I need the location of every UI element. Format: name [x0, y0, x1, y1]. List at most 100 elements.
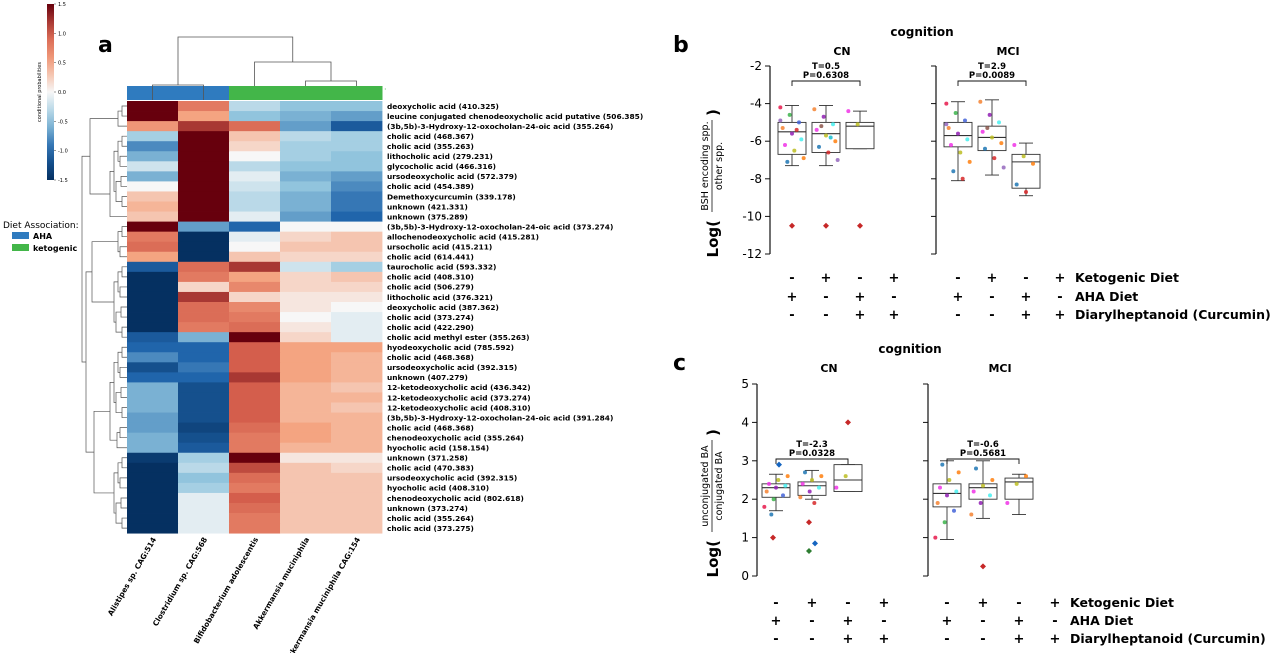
heatmap-cell: [127, 231, 179, 243]
panel-label-c: c: [673, 351, 686, 376]
heatmap-cell: [331, 412, 383, 423]
row-dendrogram-branch: [120, 176, 127, 187]
heatmap-row-label: (3b,5b)-3-Hydroxy-12-oxocholan-24-oic ac…: [387, 413, 613, 422]
y-tick-label: 3: [741, 454, 749, 468]
heatmap-cell: [280, 271, 332, 283]
data-point: [974, 466, 978, 471]
heatmap-cell: [178, 201, 230, 212]
factor-symbol: -: [980, 614, 985, 629]
factor-symbol: +: [1050, 596, 1061, 611]
data-point: [965, 137, 970, 142]
data-point: [1031, 161, 1035, 166]
data-point: [1024, 189, 1028, 194]
heatmap-cell: [280, 201, 332, 212]
data-point: [807, 489, 812, 494]
factor-symbol: -: [773, 596, 778, 611]
row-dendrogram-branch: [85, 271, 94, 453]
heatmap-cell: [280, 241, 332, 253]
factor-symbol: -: [823, 308, 828, 323]
data-point: [834, 485, 839, 490]
data-point: [967, 159, 972, 164]
legend-label: AHA: [33, 232, 53, 241]
factor-label: Diarylheptanoid (Curcumin): [1070, 631, 1266, 646]
colorbar-tick-label: 0.0: [58, 90, 66, 96]
heatmap-cell: [229, 322, 281, 333]
heatmap-cell: [280, 422, 332, 434]
heatmap-cell: [280, 352, 332, 363]
heatmap-cell: [331, 402, 383, 413]
heatmap-cell: [331, 181, 383, 192]
heatmap-cell: [331, 111, 383, 122]
heatmap-cell: [280, 261, 332, 273]
heatmap-row-label: lithocholic acid (376.321): [387, 293, 493, 302]
heatmap-row-label: cholic acid (468.368): [387, 353, 474, 362]
factor-label: AHA Diet: [1075, 289, 1138, 304]
data-point: [956, 131, 960, 136]
data-point: [963, 118, 967, 123]
heatmap-row-label: lithocholic acid (279.231): [387, 152, 493, 161]
factor-symbol: -: [1057, 290, 1062, 305]
data-point: [952, 508, 956, 513]
heatmap-row-label: 12-ketodeoxycholic acid (373.274): [387, 393, 531, 402]
heatmap-cell: [280, 171, 332, 182]
heatmap-row-label: leucine conjugated chenodeoxycholic acid…: [387, 112, 643, 121]
heatmap-row-label: chenodeoxycholic acid (802.618): [387, 494, 524, 503]
data-point: [819, 124, 824, 129]
data-point: [990, 478, 995, 482]
outlier-point: [789, 222, 795, 229]
p-value: P=0.6308: [803, 71, 849, 81]
heatmap-cell: [280, 251, 332, 263]
heatmap-row-label: allochenodeoxycholic acid (415.281): [387, 232, 539, 241]
data-point: [817, 485, 821, 490]
heatmap-cell: [178, 482, 230, 494]
heatmap-cell: [229, 482, 281, 494]
test-statistic: T=-2.3: [796, 440, 828, 450]
heatmap-cell: [127, 503, 179, 514]
heatmap-cell: [178, 472, 230, 484]
outlier-point: [770, 534, 776, 541]
heatmap-cell: [178, 291, 230, 303]
heatmap-panel: conditional probabilities 1.5 1.0 0.5 0.0 -0.…: [3, 2, 643, 653]
column-dendrogram-branch: [254, 61, 332, 86]
heatmap-cell: [280, 402, 332, 413]
heatmap-cell: [229, 121, 281, 132]
factor-symbol: +: [1055, 271, 1066, 286]
outlier-point: [980, 563, 986, 570]
heatmap-cell: [280, 412, 332, 423]
bile-acid-boxplot-panel: cognition Log(unconjugated BA conjugated B…: [700, 342, 1266, 647]
factor-symbol: +: [1014, 614, 1025, 629]
factor-symbol: -: [1023, 271, 1028, 286]
factor-symbol: +: [771, 614, 782, 629]
row-dendrogram-branch: [81, 155, 90, 363]
data-point: [814, 127, 819, 132]
factor-symbol: -: [944, 632, 949, 647]
y-tick-label: -6: [750, 134, 762, 148]
data-point: [831, 122, 835, 127]
heatmap-cell: [280, 312, 332, 323]
heatmap-row-label: 12-ketodeoxycholic acid (436.342): [387, 383, 531, 392]
y-label-suffix: ): [704, 429, 722, 436]
factor-symbol: +: [987, 271, 998, 286]
factor-symbol: -: [1052, 614, 1057, 629]
y-label-numerator: unconjugated BA: [700, 445, 711, 527]
heatmap-column-label: Clostridium sp. CAG:568: [151, 536, 209, 628]
heatmap-row-label: unknown (371.258): [387, 454, 468, 463]
heatmap-cell: [229, 271, 281, 283]
heatmap-cell: [331, 332, 383, 343]
data-point: [801, 156, 806, 161]
heatmap-cell: [331, 161, 383, 172]
factor-symbol: +: [879, 596, 890, 611]
heatmap-cell: [178, 171, 230, 182]
heatmap-cell: [280, 523, 332, 534]
factor-symbol: -: [955, 308, 960, 323]
heatmap-cell: [178, 131, 230, 142]
heatmap-cell: [178, 362, 230, 373]
heatmap-cell: [178, 462, 230, 474]
heatmap-cell: [280, 211, 332, 222]
data-point: [1012, 142, 1017, 147]
significance-bracket: [775, 458, 849, 464]
heatmap-cell: [280, 291, 332, 303]
colorbar-tick-label: -1.5: [58, 178, 68, 184]
heatmap-cell: [178, 422, 230, 434]
data-point: [978, 501, 983, 506]
